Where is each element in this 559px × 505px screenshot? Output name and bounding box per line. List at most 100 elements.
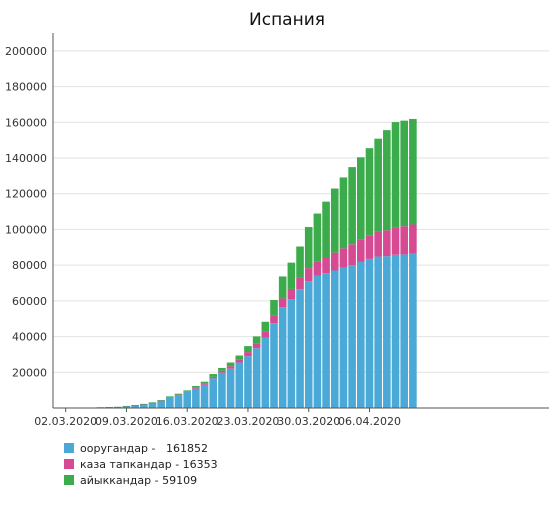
bar-segment xyxy=(296,277,304,290)
legend-label: каза тапкандар - 16353 xyxy=(80,457,218,471)
y-tick-label: 180000 xyxy=(5,81,47,94)
bar-segment xyxy=(322,273,330,408)
y-tick-label: 200000 xyxy=(5,45,47,58)
bar-segment xyxy=(252,336,261,344)
bar-segment xyxy=(322,257,330,274)
bar-segment xyxy=(357,157,365,240)
bar-segment xyxy=(235,359,244,363)
bar-segment xyxy=(304,268,313,282)
y-tick-label: 120000 xyxy=(5,188,47,201)
bar-segment xyxy=(287,288,296,300)
bar-segment xyxy=(365,258,374,408)
chart-title: Испания xyxy=(249,10,325,30)
bar-segment xyxy=(235,362,244,408)
legend: ооругандар - 161852 каза тапкандар - 163… xyxy=(64,440,218,488)
y-tick-label: 40000 xyxy=(12,331,47,344)
bar-segment xyxy=(244,352,252,357)
bar-segment xyxy=(339,177,348,249)
legend-label: ооругандар - 161852 xyxy=(80,441,208,455)
bar-segment xyxy=(226,368,235,408)
x-tick-label: 02.03.2020 xyxy=(34,415,97,428)
bar-segment xyxy=(313,275,322,408)
bar-segment xyxy=(339,248,348,268)
bar-segment xyxy=(183,390,191,392)
bar-segment xyxy=(383,230,391,257)
chart-svg: 20000 40000 60000 80000 100000 120000 140000 16… xyxy=(5,10,549,428)
legend-item-recovered: айыккандар - 59109 xyxy=(64,472,218,488)
legend-item-recovered-cases: ооругандар - 161852 xyxy=(64,440,218,456)
bar-segment xyxy=(226,362,235,367)
bar-segment xyxy=(270,315,278,324)
legend-swatch xyxy=(64,475,74,485)
bar-segment xyxy=(400,254,408,408)
bar-segment xyxy=(166,397,174,408)
bar-segment xyxy=(244,356,252,408)
bar-segment xyxy=(330,252,339,271)
bar-segment xyxy=(218,372,226,408)
bar-segment xyxy=(365,148,374,236)
bar-segment xyxy=(122,406,131,408)
bar-segment xyxy=(113,406,122,408)
legend-swatch xyxy=(64,459,74,469)
bar-segment xyxy=(209,376,218,379)
bar-segment xyxy=(348,167,356,245)
bar-segment xyxy=(330,270,339,408)
bar-segment xyxy=(270,299,278,316)
bar-segment xyxy=(200,383,209,385)
bar-segment xyxy=(330,188,339,253)
bar-segment xyxy=(374,256,382,408)
bar-segment xyxy=(348,244,356,266)
bar-segment xyxy=(183,391,191,392)
bar-segment xyxy=(409,253,417,408)
bar-segment xyxy=(304,227,313,269)
bar-segment xyxy=(174,395,183,408)
bar-segment xyxy=(313,213,322,262)
bar-segment xyxy=(287,262,296,289)
bar-segment xyxy=(400,120,408,227)
bar-segment xyxy=(400,226,408,255)
bar-segment xyxy=(209,374,218,377)
y-tick-label: 20000 xyxy=(12,366,47,379)
bar-segment xyxy=(235,355,244,360)
bar-segment xyxy=(409,224,417,254)
bar-segment xyxy=(252,348,261,408)
bar-segment xyxy=(157,400,165,401)
bar-segment xyxy=(131,405,139,406)
bar-segment xyxy=(218,370,226,373)
bar-segment xyxy=(157,400,165,402)
bar-segment xyxy=(348,265,356,408)
bar-segment xyxy=(261,337,270,408)
bar-segment xyxy=(226,366,235,369)
bar-segment xyxy=(218,367,226,371)
bar-segment xyxy=(174,394,183,396)
bar-segment xyxy=(122,405,131,407)
bar-segment xyxy=(166,396,174,398)
bar-segment xyxy=(383,256,391,408)
bar-segment xyxy=(140,404,148,408)
bar-segment xyxy=(391,254,400,408)
bar-segment xyxy=(365,235,374,259)
bar-segment xyxy=(278,298,287,308)
y-tick-label: 140000 xyxy=(5,152,47,165)
x-tick-label: 09.03.2020 xyxy=(95,415,158,428)
bar-segment xyxy=(192,388,200,408)
bar-segment xyxy=(140,404,148,405)
bar-segment xyxy=(339,267,348,408)
bar-segment xyxy=(270,323,278,408)
bar-segment xyxy=(183,391,191,408)
bar-segment xyxy=(374,138,382,232)
y-tick-label: 160000 xyxy=(5,116,47,129)
x-tick-label: 23.03.2020 xyxy=(216,415,279,428)
bar-segment xyxy=(140,403,148,405)
bar-segment xyxy=(105,407,113,408)
bar-segment xyxy=(391,122,400,228)
bar-segment xyxy=(391,227,400,255)
bar-segment xyxy=(209,378,218,408)
y-tick-label: 80000 xyxy=(12,259,47,272)
y-tick-label: 60000 xyxy=(12,295,47,308)
bar-segment xyxy=(148,402,157,403)
bar-segment xyxy=(304,281,313,408)
bar-segment xyxy=(174,393,183,395)
bar-segment xyxy=(313,261,322,276)
bar-segment xyxy=(192,387,200,389)
